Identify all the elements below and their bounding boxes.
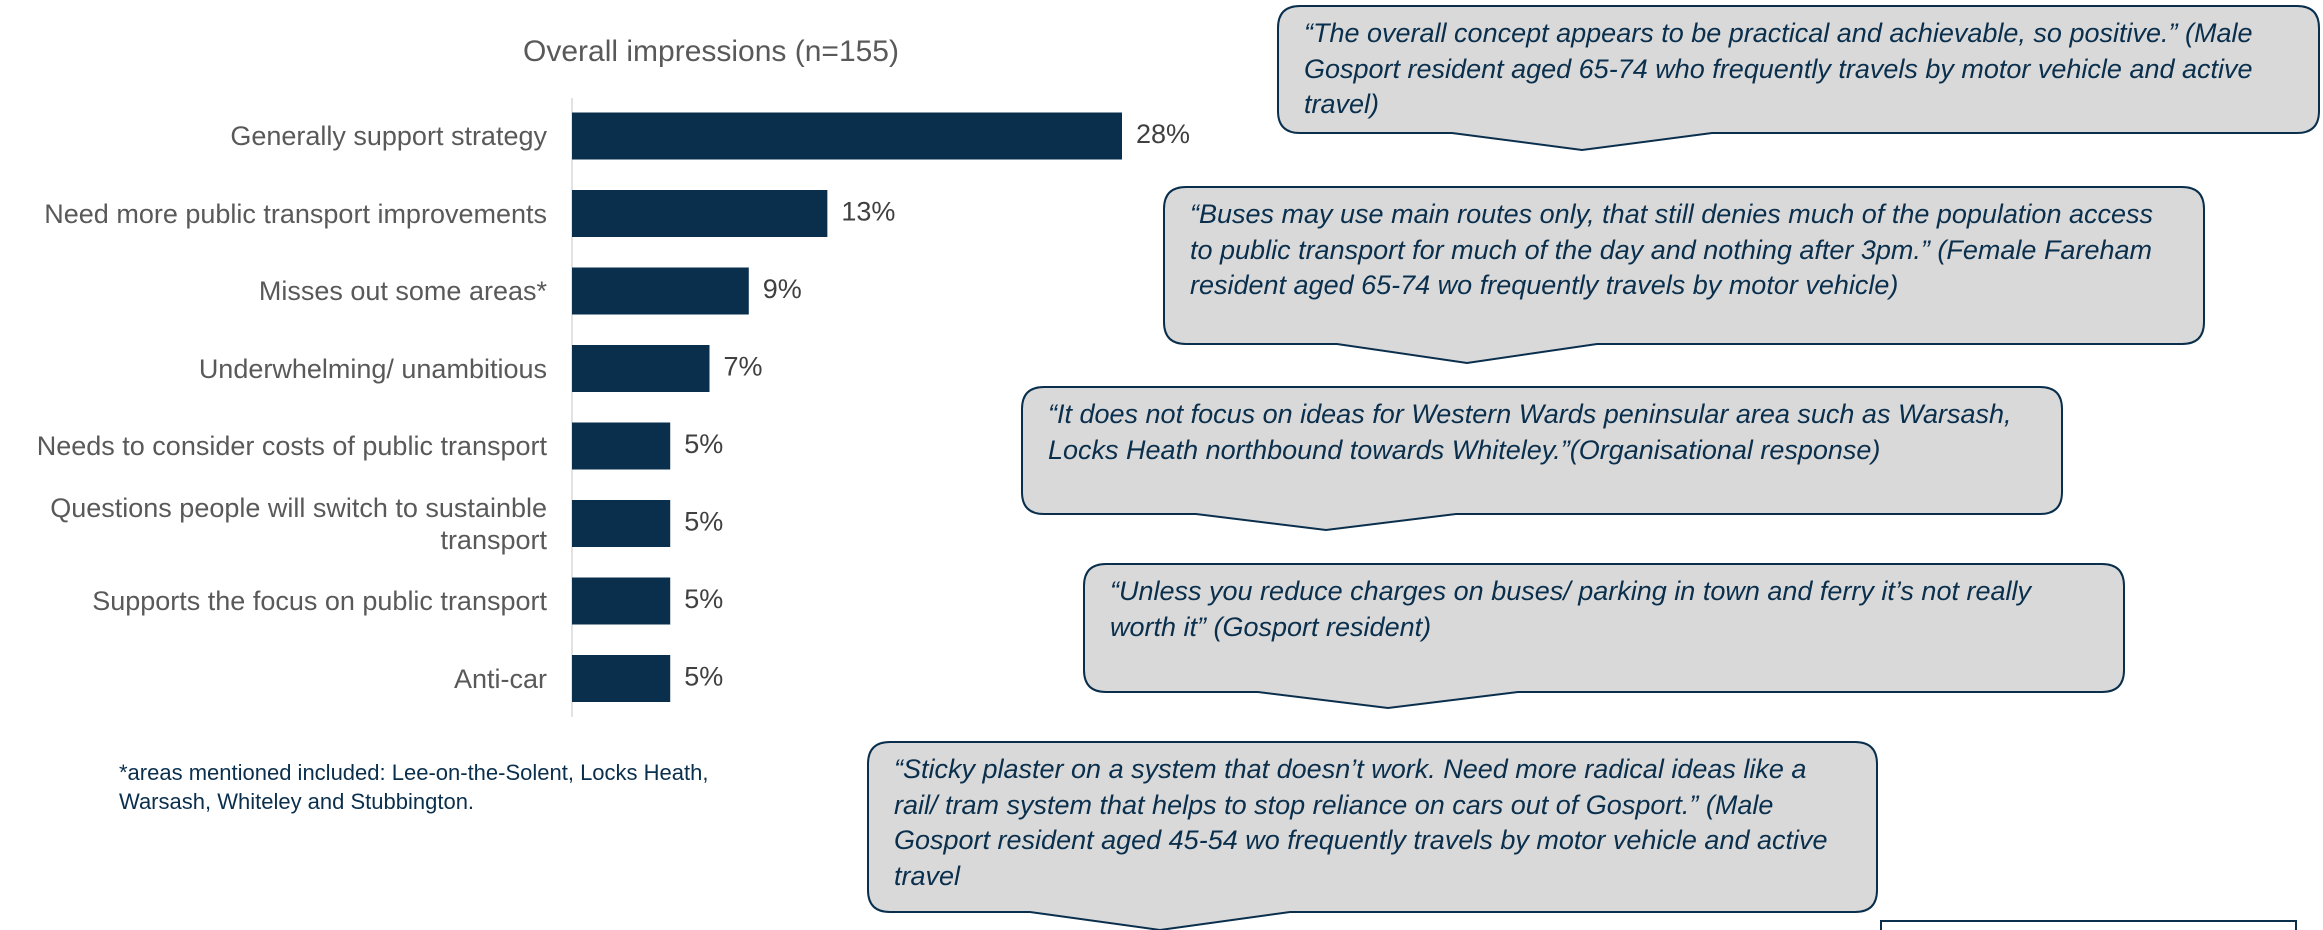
callout-bubble — [1277, 5, 2320, 152]
chart-title: Overall impressions (n=155) — [523, 35, 899, 68]
category-label: Questions people will switch to sustainb… — [50, 492, 547, 555]
bar — [572, 500, 671, 547]
quote-text: “Unless you reduce charges on buses/ par… — [1110, 576, 2031, 642]
bar — [572, 190, 828, 237]
callout-bubble — [1163, 186, 2205, 365]
bar — [572, 112, 1122, 160]
category-label: Supports the focus on public transport — [92, 586, 547, 616]
callout-bubble — [1021, 386, 2063, 532]
category-label: Need more public transport improvements — [44, 198, 547, 229]
footnote: *areas mentioned included: Lee-on-the-So… — [119, 760, 709, 814]
category-label: Misses out some areas* — [258, 276, 547, 306]
value-label: 5% — [684, 507, 723, 537]
category-label: Anti-car — [453, 663, 547, 694]
category-label: Underwhelming/ unambitious — [198, 353, 547, 384]
value-label: 7% — [724, 352, 763, 382]
value-label: 9% — [763, 274, 802, 304]
bar — [572, 577, 671, 625]
category-label: Generally support strategy — [230, 121, 547, 151]
box-outline — [1880, 920, 2297, 930]
quote-text: “Buses may use main routes only, that st… — [1190, 199, 2153, 300]
value-label: 13% — [841, 197, 895, 227]
value-label: 28% — [1136, 119, 1190, 149]
value-label: 5% — [684, 429, 723, 459]
value-label: 5% — [684, 662, 723, 692]
bar — [572, 655, 671, 702]
bar — [572, 345, 710, 392]
category-label: Needs to consider costs of public transp… — [36, 431, 547, 461]
callout-bubble — [867, 741, 1878, 930]
bar — [572, 422, 671, 470]
quote-text: “It does not focus on ideas for Western … — [1048, 399, 2012, 465]
bar — [572, 267, 749, 315]
callout-bubble — [1083, 563, 2125, 710]
value-label: 5% — [684, 584, 723, 614]
quote-text: “Sticky plaster on a system that doesn’t… — [894, 754, 1828, 891]
quote-text: “The overall concept appears to be pract… — [1304, 18, 2253, 119]
